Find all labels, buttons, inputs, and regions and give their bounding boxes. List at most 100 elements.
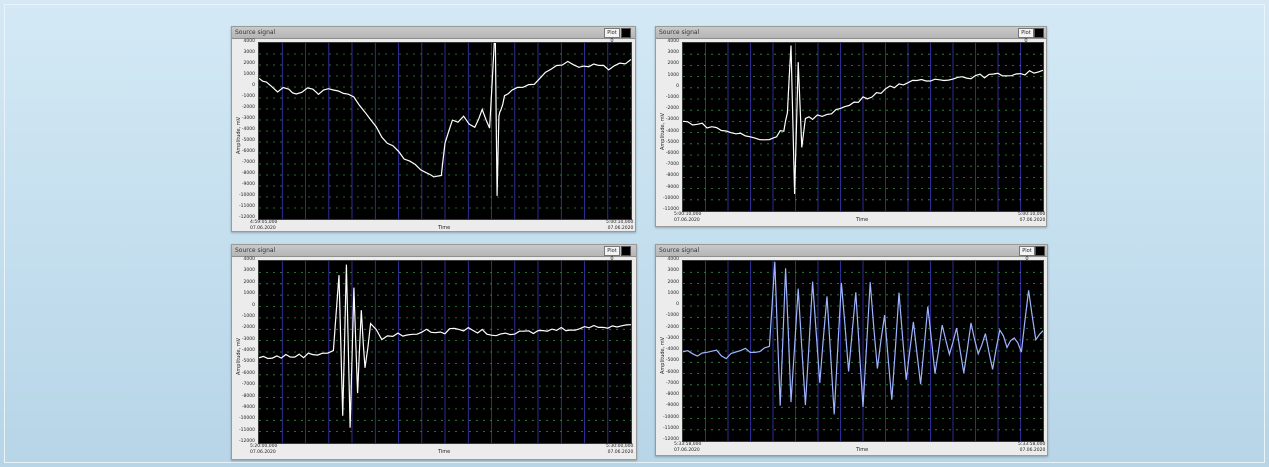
y-tick-label: -8000: [665, 392, 679, 397]
y-tick-label: -7000: [665, 380, 679, 386]
y-tick-label: 3000: [667, 268, 679, 274]
y-tick-label: 1000: [667, 290, 679, 296]
x-axis-label: Time: [438, 449, 451, 455]
y-tick-label: -2000: [665, 324, 679, 330]
y-tick-label: 1000: [667, 72, 679, 78]
y-tick-label: -2000: [241, 105, 255, 110]
waveform-svg: [683, 261, 1043, 441]
x-start-label: 5:20:00,000 07.06.2020: [250, 444, 278, 455]
y-tick-label: -4000: [665, 347, 679, 352]
y-tick-label: -2000: [241, 325, 255, 331]
y-tick-label: 2000: [667, 61, 679, 67]
y-tick-label: -4000: [241, 348, 255, 353]
signal-trace: [683, 45, 1043, 195]
y-tick-label: -3000: [241, 116, 255, 121]
y-tick-label: -6000: [665, 151, 679, 156]
y-tick-label: 0: [676, 83, 679, 89]
y-tick-label: -12000: [663, 437, 679, 442]
y-tick-label: 2000: [243, 279, 255, 285]
y-tick-label: 0: [676, 302, 679, 307]
y-tick-label: -12000: [239, 439, 255, 444]
x-start-label: 5:00:10,000 07.06.2020: [674, 212, 702, 223]
plot-legend-button[interactable]: Plot 0: [604, 28, 620, 44]
y-tick-label: 4000: [243, 39, 255, 44]
y-tick-label: -8000: [241, 171, 255, 176]
plot-area[interactable]: [682, 260, 1044, 442]
y-tick-label: -3000: [665, 335, 679, 341]
y-tick-label: -10000: [663, 195, 679, 201]
chart-window-top-left: Source signal Plot 0 4000 3000 2000 1000 0 -1…: [231, 26, 636, 232]
y-tick-label: -1000: [665, 313, 679, 319]
plot-area[interactable]: [682, 42, 1044, 212]
y-tick-label: -11000: [239, 427, 255, 433]
plot-color-swatch[interactable]: [1035, 246, 1045, 256]
plot-color-swatch[interactable]: [1034, 28, 1044, 38]
y-tick-label: -5000: [665, 358, 679, 364]
x-axis-label: Time: [856, 447, 869, 453]
y-tick-label: -6000: [665, 369, 679, 375]
chart-window-bottom-right: Source signal Plot 0 4000 3000 2000 1000 0 -1…: [655, 244, 1048, 456]
image-frame: [4, 4, 1265, 463]
plot-color-swatch[interactable]: [621, 28, 631, 38]
y-tick-label: -9000: [241, 404, 255, 410]
waveform-svg: [259, 261, 631, 443]
y-tick-label: -9000: [665, 184, 679, 190]
window-titlebar: Source signal Plot 0: [232, 245, 636, 262]
y-tick-label: -5000: [241, 359, 255, 365]
y-axis-label: Amplitude, mV: [236, 337, 242, 375]
y-tick-label: -12000: [239, 215, 255, 220]
y-tick-label: -8000: [241, 393, 255, 399]
y-tick-label: -10000: [239, 193, 255, 198]
plot-area[interactable]: [258, 260, 632, 444]
y-tick-label: -2000: [665, 106, 679, 112]
plot-legend-button[interactable]: Plot 0: [1018, 28, 1034, 44]
x-start-label: 5:33:58,000 07.06.2020: [674, 442, 702, 453]
y-tick-label: 2000: [667, 279, 679, 285]
y-axis-label: Amplitude, mV: [660, 336, 666, 374]
y-tick-label: -11000: [239, 204, 255, 209]
window-titlebar: Source signal Plot 0: [232, 27, 635, 44]
y-tick-label: 4000: [667, 257, 679, 262]
plot-color-swatch[interactable]: [621, 246, 631, 256]
window-titlebar: Source signal Plot 0: [656, 27, 1046, 44]
y-tick-label: 0: [252, 302, 255, 308]
y-tick-label: -7000: [241, 160, 255, 165]
y-tick-label: 1000: [243, 291, 255, 297]
y-tick-label: -9000: [241, 182, 255, 187]
y-tick-label: 2000: [243, 61, 255, 66]
x-end-label: 5:30:00,000 07.06.2020: [606, 444, 634, 455]
waveform-svg: [683, 43, 1043, 211]
y-axis-label: Amplitude, mV: [660, 112, 666, 150]
y-tick-label: -1000: [241, 94, 255, 99]
plot-legend-button[interactable]: Plot 0: [1019, 246, 1035, 262]
y-tick-label: -10000: [663, 414, 679, 420]
window-titlebar: Source signal Plot 0: [656, 245, 1047, 262]
y-tick-label: -3000: [241, 336, 255, 342]
y-tick-label: -7000: [665, 162, 679, 168]
window-title: Source signal: [235, 247, 276, 254]
y-tick-label: 3000: [667, 50, 679, 56]
x-axis-label: Time: [438, 225, 451, 231]
y-tick-label: 3000: [243, 268, 255, 274]
chart-window-bottom-left: Source signal Plot 0 4000 3000 2000 1000 0 -1…: [231, 244, 637, 460]
y-tick-label: -11000: [663, 207, 679, 212]
plot-legend-button[interactable]: Plot 0: [604, 246, 620, 262]
window-title: Source signal: [659, 247, 700, 254]
y-tick-label: 1000: [243, 72, 255, 77]
plot-area[interactable]: [258, 42, 632, 220]
y-axis-label: Amplitude, mV: [236, 116, 242, 154]
y-tick-label: -6000: [241, 149, 255, 154]
signal-trace: [259, 43, 631, 196]
signal-trace: [683, 261, 1043, 415]
window-title: Source signal: [659, 29, 700, 36]
y-tick-label: -9000: [665, 403, 679, 409]
x-end-label: 5:00:10,000 07.06.2020: [1018, 212, 1046, 223]
y-tick-label: 4000: [667, 39, 679, 44]
x-axis-label: Time: [856, 217, 869, 223]
y-tick-label: -11000: [663, 425, 679, 431]
y-tick-label: -8000: [665, 173, 679, 179]
y-tick-label: -4000: [241, 127, 255, 132]
y-tick-label: -6000: [241, 370, 255, 376]
chart-window-top-right: Source signal Plot 0 4000 3000 2000 1000 0 -1…: [655, 26, 1047, 227]
waveform-svg: [259, 43, 631, 219]
